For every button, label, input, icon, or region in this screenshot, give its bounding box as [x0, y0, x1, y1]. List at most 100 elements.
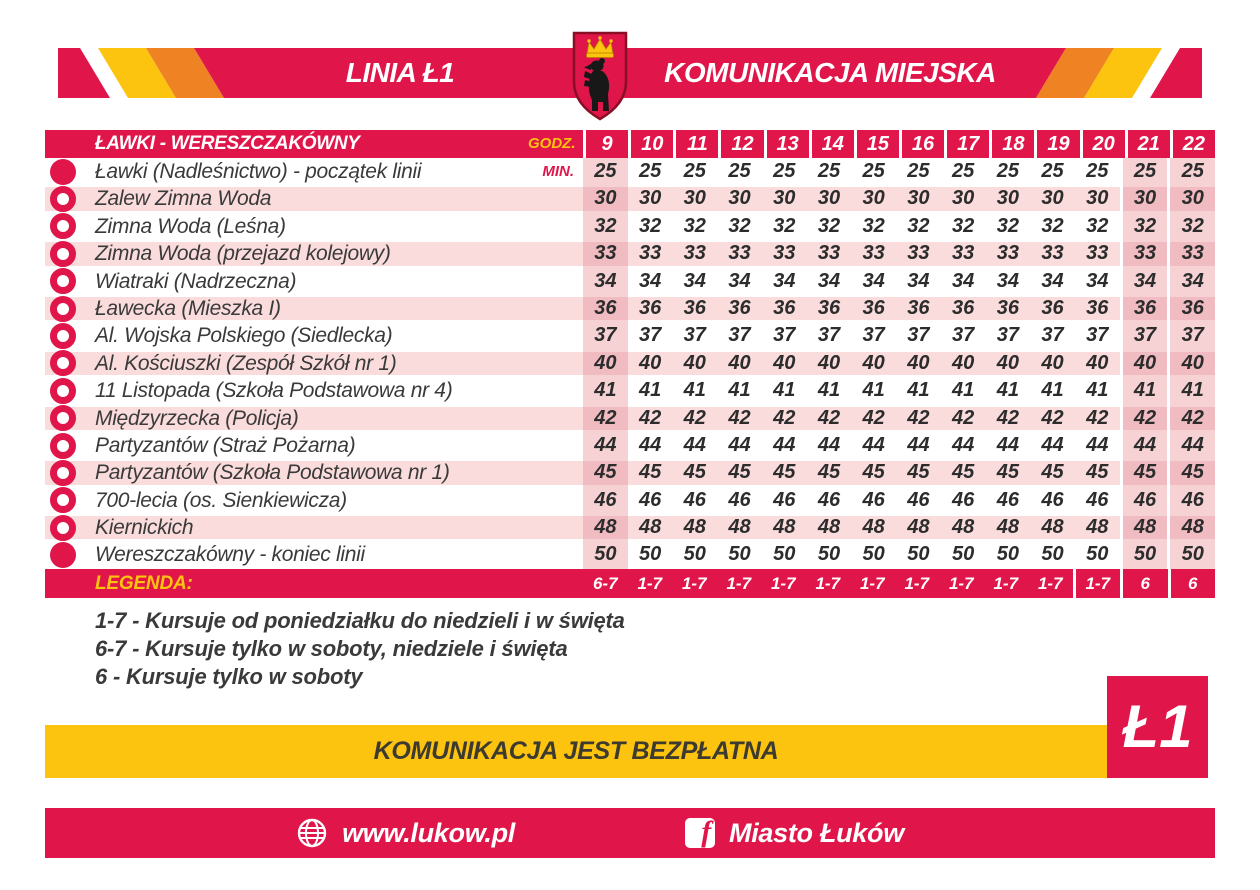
time-cell-h15: 41 — [862, 379, 885, 402]
stop-cell: Zimna Woda (przejazd kolejowy) — [45, 240, 528, 267]
time-cell-h18: 25 — [996, 160, 1019, 182]
time-cell-h11: 45 — [683, 461, 706, 484]
stop-name: Partyzantów (Szkoła Podstawowa nr 1) — [95, 461, 450, 485]
stop-cell: Ławecka (Mieszka I) — [45, 295, 528, 322]
hour-header-18: 18 — [989, 130, 1035, 158]
time-cell-h18: 48 — [996, 516, 1019, 539]
stop-name: Partyzantów (Straż Pożarna) — [95, 433, 356, 457]
time-cell-h21: 44 — [1119, 431, 1168, 460]
hour-header-17: 17 — [944, 130, 990, 158]
time-cell-h11: 40 — [683, 351, 706, 374]
time-cell-h11: 50 — [683, 543, 706, 566]
time-cell-h22: 40 — [1167, 349, 1216, 378]
time-cell-h10: 44 — [638, 433, 662, 456]
stop-row-1: Ławki (Nadleśnictwo) - początek linii MIN… — [45, 158, 1216, 186]
time-cell-h18: 37 — [996, 324, 1019, 347]
time-cell-h17: 32 — [951, 214, 975, 237]
stop-row-14: Kiernickich 48 48 48 48 48 48 48 48 48 48 48 48 48 48 — [45, 514, 1216, 542]
time-cell-h10: 32 — [638, 214, 662, 237]
time-cell-h14: 45 — [817, 461, 841, 484]
lukow-coat-of-arms-icon — [570, 30, 630, 122]
time-cell-h17: 50 — [951, 543, 975, 566]
time-cell-h21: 33 — [1119, 240, 1168, 268]
time-cell-h19: 33 — [1041, 242, 1064, 265]
time-cell-h12: 48 — [728, 516, 751, 539]
time-cell-h22: 25 — [1167, 158, 1216, 186]
stop-name: Wereszczakówny - koniec linii — [95, 543, 365, 567]
website-link[interactable]: www.lukow.pl — [296, 817, 515, 849]
stop-marker-icon — [50, 377, 76, 404]
time-cell-h13: 37 — [773, 324, 796, 347]
time-cell-h13: 48 — [773, 516, 796, 539]
stop-cell: Międzyrzecka (Policja) — [45, 405, 528, 432]
stop-cell: Al. Wojska Polskiego (Siedlecka) — [45, 322, 528, 350]
time-cell-h14: 41 — [817, 379, 841, 402]
time-cell-h20: 36 — [1086, 296, 1109, 319]
time-cell-h11: 46 — [683, 488, 706, 511]
legend-cell-h15: 1-7 — [859, 573, 885, 593]
time-cell-h9: 42 — [583, 404, 628, 432]
time-cell-h15: 36 — [862, 296, 885, 319]
stop-marker-icon — [50, 350, 76, 377]
time-cell-h13: 50 — [773, 543, 796, 566]
stop-cell: 700-lecia (os. Sienkiewicza) — [45, 487, 528, 514]
time-cell-h22: 50 — [1167, 541, 1216, 569]
free-transport-text: KOMUNIKACJA JEST BEZPŁATNA — [373, 737, 779, 765]
time-cell-h14: 36 — [817, 296, 841, 319]
legend-note-6-7: 6-7 - Kursuje tylko w soboty, niedziele … — [95, 636, 568, 661]
stop-marker-icon — [50, 186, 76, 213]
facebook-link[interactable]: Miasto Łuków — [685, 818, 904, 849]
time-cell-h11: 41 — [683, 379, 706, 402]
time-cell-h15: 50 — [862, 543, 885, 566]
time-cell-h19: 34 — [1041, 269, 1064, 292]
time-cell-h21: 42 — [1119, 404, 1168, 432]
time-cell-h14: 25 — [817, 160, 841, 182]
legend-cell-h9: 6-7 — [592, 573, 618, 593]
hour-header-19: 19 — [1034, 130, 1080, 158]
stop-cell: Zimna Woda (Leśna) — [45, 213, 528, 240]
time-cell-h9: 25 — [583, 158, 628, 186]
time-cell-h14: 50 — [817, 543, 841, 566]
time-cell-h15: 37 — [862, 324, 885, 347]
minutes-label: MIN. — [542, 163, 574, 180]
time-cell-h13: 34 — [773, 269, 796, 292]
bear-icon — [584, 58, 610, 111]
legend-cell-h19: 1-7 — [1037, 573, 1063, 593]
stop-name: Zalew Zimna Woda — [95, 187, 272, 211]
line-number: Ł1 — [1122, 693, 1193, 760]
time-cell-h16: 37 — [907, 324, 930, 347]
time-cell-h11: 25 — [683, 160, 706, 182]
time-cell-h17: 46 — [951, 488, 975, 511]
time-cell-h12: 45 — [728, 461, 751, 484]
legend-cell-h12: 1-7 — [726, 573, 752, 593]
legend-spacer-cell — [528, 569, 583, 598]
time-cell-h12: 34 — [728, 269, 751, 292]
legend-cell-h22: 6 — [1167, 568, 1216, 598]
time-cell-h20: 33 — [1086, 242, 1109, 265]
stop-name: Ławki (Nadleśnictwo) - początek linii — [95, 160, 422, 183]
time-cell-h14: 42 — [817, 406, 841, 429]
time-cell-h14: 40 — [817, 351, 841, 374]
time-cell-h12: 33 — [728, 242, 751, 265]
time-cell-h19: 25 — [1041, 160, 1064, 182]
stop-row-3: Zimna Woda (Leśna) 32 32 32 32 32 32 32 32 32 32 32… — [45, 212, 1216, 241]
globe-icon — [297, 818, 327, 848]
legend-note-1-7: 1-7 - Kursuje od poniedziałku do niedzie… — [95, 608, 625, 633]
banner-stripes — [58, 48, 1202, 98]
legend-cell-h10: 1-7 — [637, 573, 663, 593]
time-cell-h19: 30 — [1041, 187, 1064, 210]
time-cell-h14: 34 — [817, 269, 841, 292]
time-cell-h14: 48 — [817, 516, 841, 539]
time-cell-h22: 41 — [1167, 377, 1216, 405]
time-cell-h16: 44 — [907, 433, 930, 456]
time-cell-h18: 45 — [996, 461, 1019, 484]
time-cell-h17: 45 — [951, 461, 975, 484]
stop-cell: Partyzantów (Szkoła Podstawowa nr 1) — [45, 459, 528, 486]
time-cell-h9: 34 — [583, 267, 628, 295]
time-cell-h13: 30 — [773, 187, 796, 210]
hour-header-9: 9 — [583, 130, 629, 158]
hour-header-13: 13 — [763, 130, 809, 158]
time-cell-h20: 41 — [1086, 379, 1109, 402]
time-cell-h19: 44 — [1041, 433, 1064, 456]
time-cell-h16: 50 — [907, 543, 930, 566]
